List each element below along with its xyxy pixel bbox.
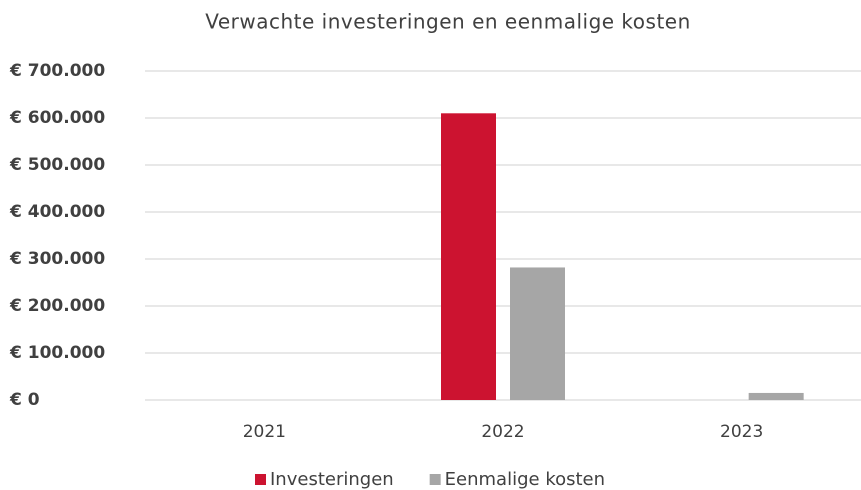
bar [510,267,565,400]
y-tick-label: € 500.000 [9,155,105,175]
x-tick-label: 2023 [720,422,763,442]
y-tick-label: € 300.000 [9,249,105,269]
bar [441,113,496,401]
chart-title: Verwachte investeringen en eenmalige kos… [205,10,691,34]
y-tick-label: € 100.000 [9,343,105,363]
x-tick-label: 2021 [243,422,286,442]
y-tick-label: € 600.000 [9,108,105,128]
legend-swatch [429,474,441,485]
y-tick-label: € 0 [9,390,40,410]
legend-label: Investeringen [270,469,394,490]
y-tick-label: € 400.000 [9,202,105,222]
bar [748,392,804,400]
y-tick-label: € 700.000 [9,61,105,81]
legend-label: Eenmalige kosten [445,469,605,490]
y-tick-label: € 200.000 [9,296,105,316]
legend-swatch [255,474,266,485]
x-tick-label: 2022 [481,422,524,442]
